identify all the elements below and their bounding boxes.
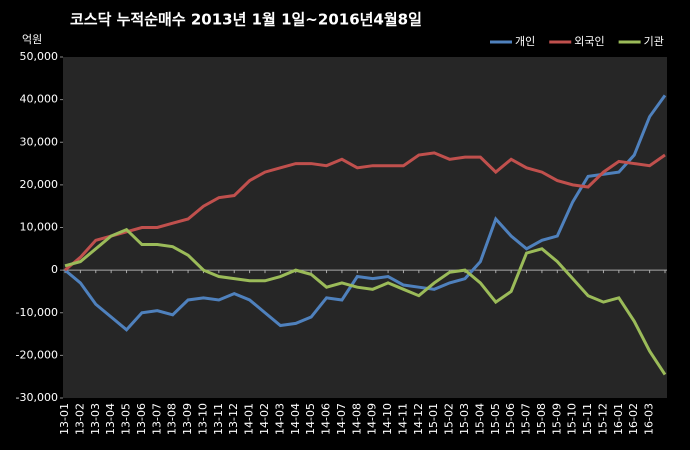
- x-tick-label: 14-01: [243, 403, 256, 435]
- x-tick-label: 13-12: [227, 403, 240, 435]
- x-tick-label: 13-01: [58, 403, 71, 435]
- x-tick-label: 13-02: [73, 403, 86, 435]
- x-tick-label: 15-01: [427, 403, 440, 435]
- x-tick-label: 15-11: [581, 403, 594, 435]
- x-tick-label: 14-10: [381, 403, 394, 435]
- y-tick-label: 40,000: [20, 93, 59, 106]
- plot-area: [63, 57, 667, 398]
- y-tick-label: 30,000: [20, 135, 59, 148]
- x-tick-label: 15-02: [443, 403, 456, 435]
- x-tick-label: 14-03: [273, 403, 286, 435]
- x-tick-label: 14-08: [350, 403, 363, 435]
- x-tick-label: 13-09: [181, 403, 194, 435]
- x-tick-label: 13-07: [150, 403, 163, 435]
- x-tick-label: 13-08: [166, 403, 179, 435]
- series-line: [64, 151, 666, 272]
- x-tick-label: 13-10: [196, 403, 209, 435]
- x-tick-label: 15-10: [566, 403, 579, 435]
- x-tick-label: 15-05: [489, 403, 502, 435]
- y-tick-label: 10,000: [20, 221, 59, 234]
- x-tick-label: 13-06: [135, 403, 148, 435]
- x-tick-label: 14-02: [258, 403, 271, 435]
- x-tick-label: 14-11: [396, 403, 409, 435]
- x-tick-label: 16-03: [643, 403, 656, 435]
- x-tick-label: 13-04: [104, 403, 117, 435]
- x-tick-label: 13-11: [212, 403, 225, 435]
- series-line: [64, 227, 667, 376]
- y-tick-label: 0: [51, 263, 58, 276]
- x-tick-label: 14-12: [412, 403, 425, 435]
- x-tick-label: 14-04: [289, 403, 302, 435]
- series-line: [64, 94, 667, 332]
- y-tick-label: 20,000: [20, 178, 59, 191]
- x-tick-label: 15-08: [535, 403, 548, 435]
- legend-label: 외국인: [574, 35, 604, 48]
- y-axis-label: 억원: [22, 33, 42, 46]
- y-tick-label: 50,000: [20, 50, 59, 63]
- x-tick-label: 14-07: [335, 403, 348, 435]
- x-tick-label: 13-05: [120, 403, 133, 435]
- y-tick-label: -30,000: [16, 391, 58, 404]
- x-tick-label: 15-12: [596, 403, 609, 435]
- x-tick-label: 16-02: [627, 403, 640, 435]
- x-tick-label: 14-05: [304, 403, 317, 435]
- x-tick-label: 16-01: [612, 403, 625, 435]
- x-tick-label: 15-04: [473, 403, 486, 435]
- x-tick-label: 14-09: [366, 403, 379, 435]
- chart-title: 코스닥 누적순매수 2013년 1월 1일~2016년4월8일: [70, 11, 422, 29]
- x-tick-label: 14-06: [320, 403, 333, 435]
- y-tick-label: -10,000: [16, 306, 58, 319]
- x-tick-label: 15-07: [520, 403, 533, 435]
- x-tick-label: 13-03: [89, 403, 102, 435]
- y-tick-label: -20,000: [16, 348, 58, 361]
- x-tick-label: 15-06: [504, 403, 517, 435]
- legend-label: 기관: [644, 35, 664, 48]
- x-tick-label: 15-09: [550, 403, 563, 435]
- x-tick-label: 15-03: [458, 403, 471, 435]
- legend-label: 개인: [515, 35, 535, 48]
